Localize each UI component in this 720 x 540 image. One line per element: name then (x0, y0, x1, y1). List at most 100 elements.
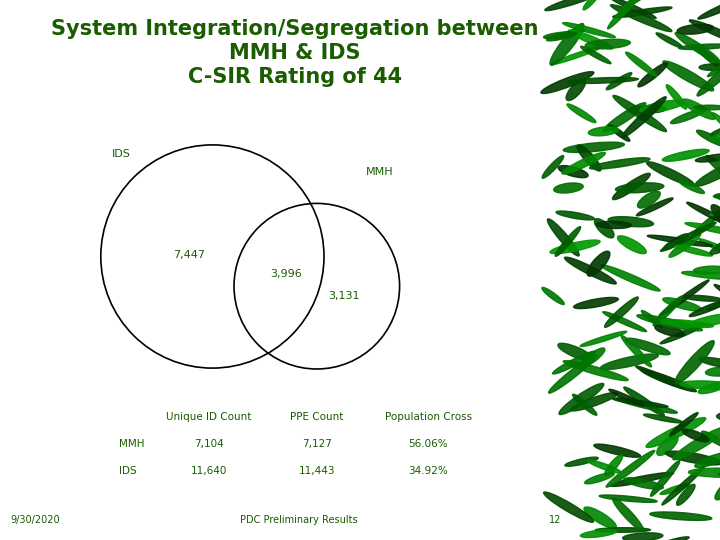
Ellipse shape (556, 211, 595, 220)
Ellipse shape (605, 297, 639, 327)
Ellipse shape (546, 29, 585, 41)
Ellipse shape (712, 113, 720, 145)
Ellipse shape (570, 393, 618, 411)
Ellipse shape (545, 0, 605, 11)
Ellipse shape (659, 280, 709, 316)
Ellipse shape (682, 429, 709, 442)
Ellipse shape (685, 222, 720, 238)
Ellipse shape (675, 245, 713, 256)
Text: Population Cross: Population Cross (384, 412, 472, 422)
Ellipse shape (638, 63, 667, 87)
Ellipse shape (695, 453, 720, 468)
Ellipse shape (698, 0, 720, 19)
Ellipse shape (558, 166, 588, 178)
Ellipse shape (657, 435, 678, 455)
Ellipse shape (596, 221, 631, 228)
Ellipse shape (636, 366, 684, 388)
Ellipse shape (707, 286, 720, 310)
Ellipse shape (670, 413, 698, 436)
Ellipse shape (609, 389, 644, 406)
Ellipse shape (588, 460, 621, 473)
Ellipse shape (677, 24, 714, 34)
Ellipse shape (613, 7, 672, 17)
Ellipse shape (552, 47, 601, 65)
Ellipse shape (622, 97, 666, 137)
Ellipse shape (588, 251, 610, 276)
Ellipse shape (719, 473, 720, 481)
Ellipse shape (662, 298, 702, 311)
Ellipse shape (544, 492, 593, 522)
Text: 11,443: 11,443 (299, 466, 335, 476)
Ellipse shape (626, 52, 657, 76)
Ellipse shape (563, 361, 628, 381)
Ellipse shape (710, 223, 720, 254)
Ellipse shape (662, 467, 704, 505)
Ellipse shape (541, 72, 594, 93)
Ellipse shape (558, 343, 593, 361)
Ellipse shape (584, 507, 616, 528)
Ellipse shape (637, 315, 703, 331)
Ellipse shape (715, 194, 720, 207)
Ellipse shape (601, 265, 660, 291)
Ellipse shape (580, 530, 616, 537)
Ellipse shape (647, 162, 695, 186)
Ellipse shape (613, 173, 650, 200)
Ellipse shape (714, 192, 720, 200)
Ellipse shape (605, 455, 623, 475)
Ellipse shape (697, 48, 720, 71)
Ellipse shape (563, 23, 616, 38)
Ellipse shape (669, 233, 701, 257)
Ellipse shape (650, 512, 712, 521)
Ellipse shape (572, 394, 597, 415)
Ellipse shape (613, 96, 667, 132)
Ellipse shape (688, 468, 720, 477)
Ellipse shape (555, 227, 580, 256)
Ellipse shape (550, 240, 600, 254)
Ellipse shape (577, 145, 601, 171)
Text: 3,131: 3,131 (328, 291, 360, 301)
Ellipse shape (660, 484, 690, 495)
Ellipse shape (640, 100, 685, 112)
Ellipse shape (710, 123, 720, 140)
Ellipse shape (663, 61, 714, 91)
Ellipse shape (569, 30, 613, 49)
Ellipse shape (689, 299, 720, 316)
Ellipse shape (613, 398, 668, 407)
Ellipse shape (611, 5, 672, 32)
Text: 9/30/2020: 9/30/2020 (11, 515, 60, 525)
Ellipse shape (563, 142, 624, 152)
Ellipse shape (623, 533, 663, 540)
Ellipse shape (695, 159, 720, 186)
Ellipse shape (636, 198, 673, 216)
Ellipse shape (706, 366, 720, 376)
Ellipse shape (624, 387, 665, 416)
Ellipse shape (564, 257, 616, 284)
Ellipse shape (656, 33, 683, 48)
Ellipse shape (542, 287, 564, 305)
Text: 7,104: 7,104 (194, 439, 224, 449)
Ellipse shape (666, 85, 687, 109)
Ellipse shape (711, 205, 720, 230)
Ellipse shape (608, 217, 654, 227)
Text: Unique ID Count: Unique ID Count (166, 412, 251, 422)
Ellipse shape (621, 335, 652, 367)
Ellipse shape (675, 32, 720, 63)
Ellipse shape (672, 427, 720, 460)
Ellipse shape (683, 295, 720, 301)
Text: 12: 12 (549, 515, 562, 525)
Ellipse shape (699, 239, 720, 259)
Ellipse shape (663, 234, 688, 250)
Ellipse shape (580, 348, 605, 367)
Ellipse shape (606, 73, 632, 90)
Text: 56.06%: 56.06% (408, 439, 449, 449)
Ellipse shape (658, 537, 689, 540)
Ellipse shape (600, 354, 658, 369)
Ellipse shape (609, 0, 656, 18)
Ellipse shape (696, 153, 720, 162)
Ellipse shape (565, 457, 598, 466)
Ellipse shape (616, 398, 678, 413)
Ellipse shape (542, 156, 564, 178)
Ellipse shape (708, 56, 720, 77)
Ellipse shape (616, 183, 664, 193)
Ellipse shape (670, 109, 706, 124)
